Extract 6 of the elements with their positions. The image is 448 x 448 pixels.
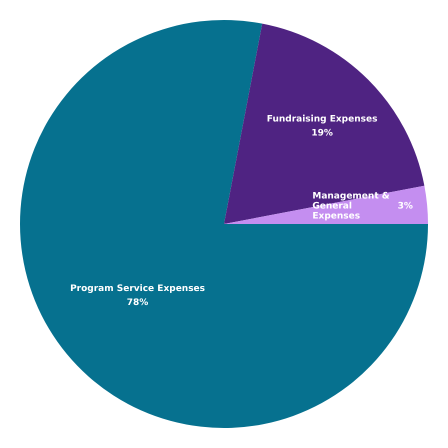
data-label: 3% (398, 201, 413, 212)
slice-label: Program Service Expenses (70, 284, 206, 294)
slice-label: Management & General Expenses (312, 191, 390, 222)
data-label: 78% (126, 298, 148, 308)
data-label: 19% (311, 128, 333, 138)
slice-label: Fundraising Expenses (266, 114, 378, 124)
